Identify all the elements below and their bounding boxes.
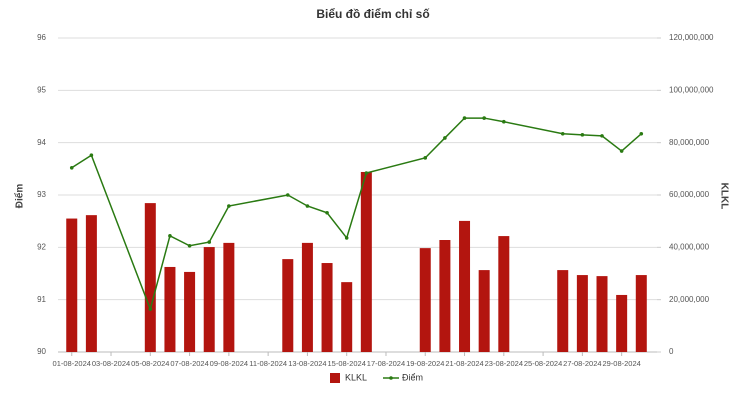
bar — [576, 275, 588, 352]
bar — [498, 236, 510, 352]
y2-tick-label: 20,000,000 — [669, 295, 710, 304]
point — [344, 236, 349, 240]
x-tick-label: 05-08-2024 — [131, 359, 169, 368]
point — [207, 240, 212, 244]
y2-tick-label: 120,000,000 — [669, 33, 714, 42]
point — [168, 234, 172, 238]
y-tick-label: 90 — [37, 347, 46, 356]
legend-swatch — [389, 376, 393, 380]
point — [285, 193, 290, 197]
bar — [282, 259, 294, 352]
point — [443, 136, 447, 140]
legend-swatch — [330, 373, 340, 383]
bar — [301, 242, 313, 352]
point — [462, 116, 467, 120]
point — [423, 156, 428, 160]
bar — [85, 215, 97, 352]
point — [187, 243, 192, 248]
point — [364, 171, 369, 175]
x-tick-label: 23-08-2024 — [485, 359, 523, 368]
point — [600, 134, 604, 138]
point — [305, 204, 310, 208]
y2-tick-label: 60,000,000 — [669, 190, 710, 199]
bar — [321, 263, 333, 352]
x-tick-label: 21-08-2024 — [445, 359, 483, 368]
bar — [144, 203, 156, 352]
y2-tick-label: 100,000,000 — [669, 85, 714, 94]
point — [148, 307, 153, 311]
x-tick-label: 09-08-2024 — [210, 359, 248, 368]
y2-axis-title: KLKL — [718, 183, 729, 210]
point — [502, 119, 506, 124]
bar — [635, 275, 647, 352]
point — [227, 204, 231, 208]
bar — [66, 218, 78, 352]
x-tick-label: 17-08-2024 — [367, 359, 405, 368]
y2-tick-label: 40,000,000 — [669, 242, 710, 251]
bar — [478, 270, 490, 352]
y-tick-label: 94 — [37, 138, 46, 147]
bar — [360, 171, 372, 352]
point — [619, 149, 624, 153]
x-tick-label: 03-08-2024 — [92, 359, 130, 368]
bar — [459, 220, 471, 352]
point — [325, 210, 329, 215]
line — [71, 117, 642, 312]
point — [580, 133, 585, 137]
x-tick-label: 13-08-2024 — [288, 359, 326, 368]
point — [560, 131, 565, 136]
point — [639, 131, 644, 136]
bar — [341, 282, 353, 352]
x-tick-label: 25-08-2024 — [524, 359, 562, 368]
point — [69, 165, 74, 170]
bar — [203, 247, 215, 352]
legend-label: KLKL — [345, 372, 367, 382]
x-tick-label: 27-08-2024 — [563, 359, 601, 368]
bar — [439, 240, 451, 352]
x-tick-label: 01-08-2024 — [53, 359, 91, 368]
bar — [223, 242, 235, 352]
chart-title: Biểu đồ điểm chỉ số — [316, 7, 429, 21]
bar — [184, 271, 196, 352]
legend-label: Điểm — [402, 372, 423, 382]
x-tick-label: 07-08-2024 — [170, 359, 208, 368]
point — [89, 153, 94, 158]
y-tick-label: 96 — [37, 33, 46, 42]
y-axis-title: Điểm — [14, 184, 26, 209]
y2-tick-label: 80,000,000 — [669, 138, 710, 147]
x-tick-label: 29-08-2024 — [602, 359, 640, 368]
x-tick-label: 15-08-2024 — [328, 359, 366, 368]
bar — [616, 294, 628, 352]
y-tick-label: 95 — [37, 85, 46, 94]
x-tick-label: 11-08-2024 — [249, 359, 287, 368]
bar — [596, 276, 608, 352]
bar — [164, 266, 176, 352]
bar — [419, 248, 431, 352]
y-tick-label: 91 — [37, 295, 46, 304]
point — [482, 116, 486, 120]
y-tick-label: 92 — [37, 242, 46, 251]
y2-tick-label: 0 — [669, 347, 674, 356]
bar — [557, 270, 569, 352]
x-tick-label: 19-08-2024 — [406, 359, 444, 368]
y-tick-label: 93 — [37, 190, 46, 199]
